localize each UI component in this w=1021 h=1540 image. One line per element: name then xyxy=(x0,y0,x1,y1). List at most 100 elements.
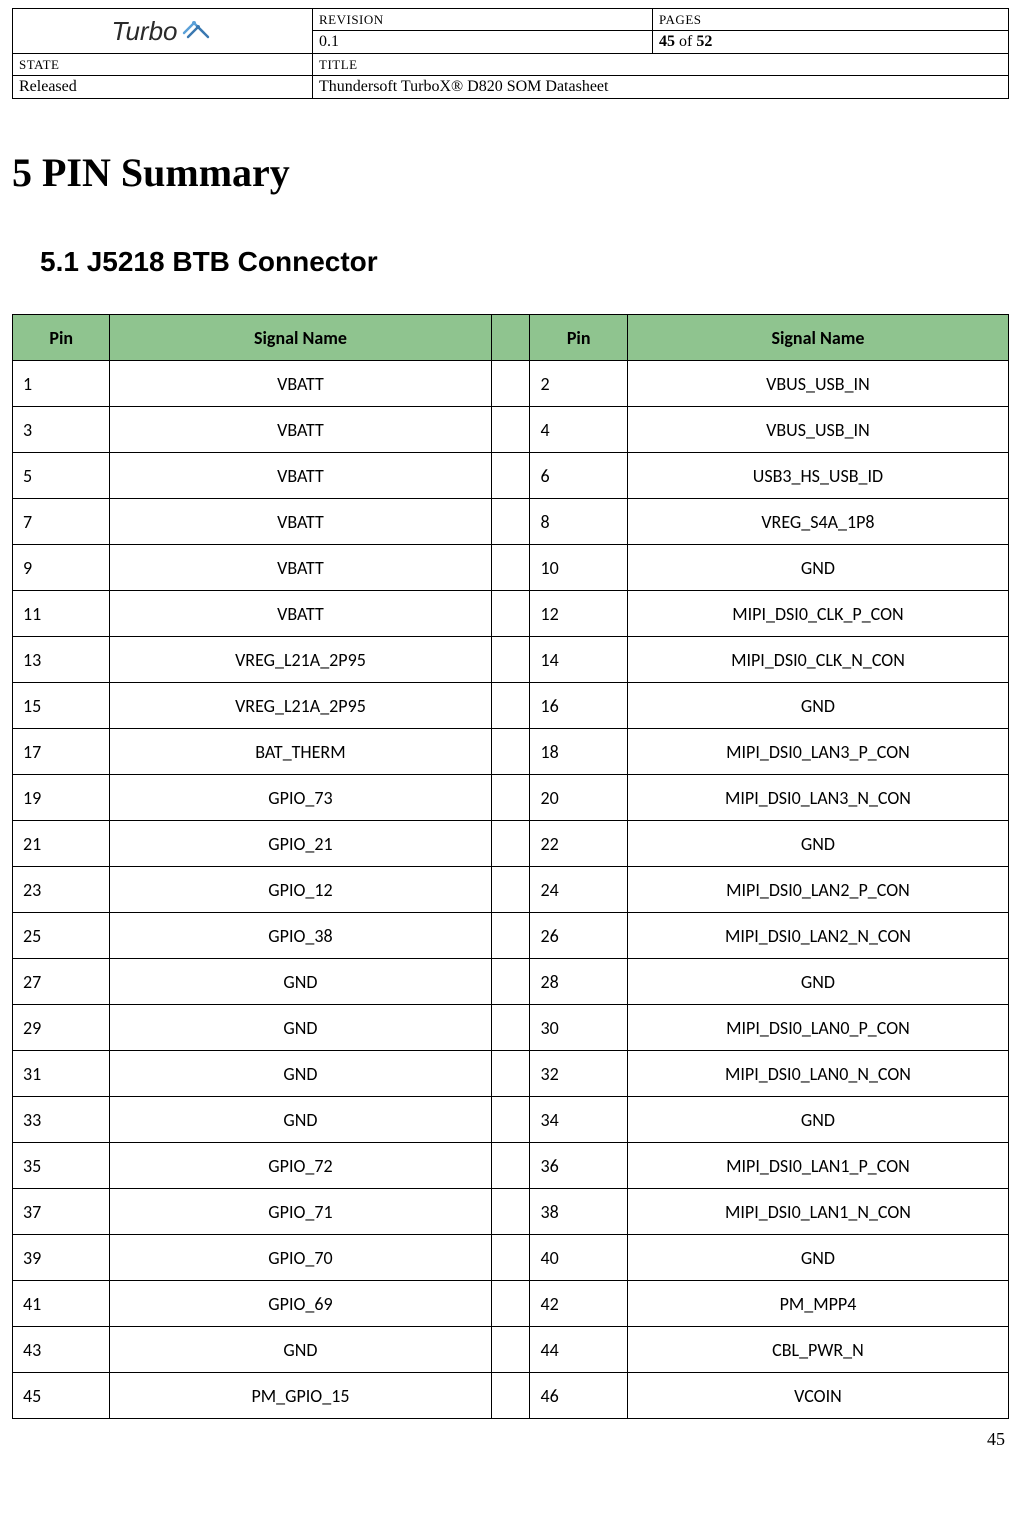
gap-cell xyxy=(491,637,530,683)
pin-row: 37GPIO_7138MIPI_DSI0_LAN1_N_CON xyxy=(13,1189,1009,1235)
gap-cell xyxy=(491,591,530,637)
signal-right: VBUS_USB_IN xyxy=(627,407,1008,453)
pin-right: 20 xyxy=(530,775,627,821)
state-value: Released xyxy=(13,76,313,99)
title-label: TITLE xyxy=(313,54,1009,76)
pin-left: 9 xyxy=(13,545,110,591)
signal-right: MIPI_DSI0_LAN0_N_CON xyxy=(627,1051,1008,1097)
signal-left: GPIO_71 xyxy=(110,1189,491,1235)
pin-row: 7VBATT8VREG_S4A_1P8 xyxy=(13,499,1009,545)
pin-right: 40 xyxy=(530,1235,627,1281)
signal-right: MIPI_DSI0_LAN3_P_CON xyxy=(627,729,1008,775)
signal-left: GND xyxy=(110,1097,491,1143)
section-heading: 5 PIN Summary xyxy=(12,149,1009,196)
pin-right: 12 xyxy=(530,591,627,637)
gap-cell xyxy=(491,1097,530,1143)
signal-left: GPIO_70 xyxy=(110,1235,491,1281)
pin-row: 39GPIO_7040GND xyxy=(13,1235,1009,1281)
pin-left: 35 xyxy=(13,1143,110,1189)
doc-header-table: Turbo REVISION PAGES 0.1 45 of 52 STATE … xyxy=(12,8,1009,99)
pin-left: 13 xyxy=(13,637,110,683)
header-pin-right: Pin xyxy=(530,315,627,361)
gap-cell xyxy=(491,407,530,453)
pin-right: 14 xyxy=(530,637,627,683)
signal-left: GPIO_73 xyxy=(110,775,491,821)
pages-label: PAGES xyxy=(653,9,1009,31)
logo-swirl-icon xyxy=(180,15,214,48)
signal-right: GND xyxy=(627,959,1008,1005)
pin-right: 4 xyxy=(530,407,627,453)
pin-row: 31GND32MIPI_DSI0_LAN0_N_CON xyxy=(13,1051,1009,1097)
signal-right: GND xyxy=(627,545,1008,591)
pin-left: 27 xyxy=(13,959,110,1005)
pin-row: 11VBATT12MIPI_DSI0_CLK_P_CON xyxy=(13,591,1009,637)
pin-row: 33GND34GND xyxy=(13,1097,1009,1143)
pin-right: 10 xyxy=(530,545,627,591)
gap-cell xyxy=(491,1373,530,1419)
signal-left: GND xyxy=(110,1327,491,1373)
pin-row: 35GPIO_7236MIPI_DSI0_LAN1_P_CON xyxy=(13,1143,1009,1189)
signal-right: VREG_S4A_1P8 xyxy=(627,499,1008,545)
pin-left: 45 xyxy=(13,1373,110,1419)
pin-left: 3 xyxy=(13,407,110,453)
header-gap xyxy=(491,315,530,361)
signal-left: VBATT xyxy=(110,407,491,453)
revision-label: REVISION xyxy=(313,9,653,31)
signal-right: GND xyxy=(627,821,1008,867)
pin-left: 5 xyxy=(13,453,110,499)
pin-right: 38 xyxy=(530,1189,627,1235)
header-pin-left: Pin xyxy=(13,315,110,361)
pin-row: 27GND28GND xyxy=(13,959,1009,1005)
pin-row: 21GPIO_2122GND xyxy=(13,821,1009,867)
title-value: Thundersoft TurboX® D820 SOM Datasheet xyxy=(313,76,1009,99)
gap-cell xyxy=(491,545,530,591)
pin-left: 41 xyxy=(13,1281,110,1327)
header-signal-left: Signal Name xyxy=(110,315,491,361)
signal-left: GPIO_38 xyxy=(110,913,491,959)
pin-right: 44 xyxy=(530,1327,627,1373)
signal-right: GND xyxy=(627,683,1008,729)
header-signal-right: Signal Name xyxy=(627,315,1008,361)
pin-right: 36 xyxy=(530,1143,627,1189)
signal-left: GND xyxy=(110,959,491,1005)
revision-value: 0.1 xyxy=(313,31,653,54)
gap-cell xyxy=(491,1143,530,1189)
gap-cell xyxy=(491,1327,530,1373)
signal-right: MIPI_DSI0_LAN3_N_CON xyxy=(627,775,1008,821)
signal-right: VCOIN xyxy=(627,1373,1008,1419)
pin-left: 25 xyxy=(13,913,110,959)
signal-right: MIPI_DSI0_CLK_P_CON xyxy=(627,591,1008,637)
pin-row: 23GPIO_1224MIPI_DSI0_LAN2_P_CON xyxy=(13,867,1009,913)
signal-left: VBATT xyxy=(110,545,491,591)
gap-cell xyxy=(491,453,530,499)
signal-right: CBL_PWR_N xyxy=(627,1327,1008,1373)
pin-row: 13VREG_L21A_2P9514MIPI_DSI0_CLK_N_CON xyxy=(13,637,1009,683)
pages-current: 45 xyxy=(659,33,675,50)
signal-left: PM_GPIO_15 xyxy=(110,1373,491,1419)
page-number: 45 xyxy=(12,1429,1009,1450)
pin-left: 33 xyxy=(13,1097,110,1143)
signal-left: GND xyxy=(110,1005,491,1051)
pages-of: of xyxy=(675,33,696,50)
pin-right: 24 xyxy=(530,867,627,913)
gap-cell xyxy=(491,1189,530,1235)
pin-row: 1VBATT2VBUS_USB_IN xyxy=(13,361,1009,407)
signal-left: VBATT xyxy=(110,591,491,637)
pin-row: 19GPIO_7320MIPI_DSI0_LAN3_N_CON xyxy=(13,775,1009,821)
pin-row: 3VBATT 4VBUS_USB_IN xyxy=(13,407,1009,453)
gap-cell xyxy=(491,959,530,1005)
pin-right: 46 xyxy=(530,1373,627,1419)
pin-row: 5VBATT6USB3_HS_USB_ID xyxy=(13,453,1009,499)
pin-row: 41GPIO_6942PM_MPP4 xyxy=(13,1281,1009,1327)
pin-left: 17 xyxy=(13,729,110,775)
pin-right: 6 xyxy=(530,453,627,499)
pin-right: 8 xyxy=(530,499,627,545)
pages-value: 45 of 52 xyxy=(653,31,1009,54)
signal-right: MIPI_DSI0_LAN1_P_CON xyxy=(627,1143,1008,1189)
pin-row: 43GND44CBL_PWR_N xyxy=(13,1327,1009,1373)
pages-total: 52 xyxy=(696,33,712,50)
pin-row: 29GND30MIPI_DSI0_LAN0_P_CON xyxy=(13,1005,1009,1051)
gap-cell xyxy=(491,729,530,775)
signal-left: VBATT xyxy=(110,499,491,545)
gap-cell xyxy=(491,683,530,729)
